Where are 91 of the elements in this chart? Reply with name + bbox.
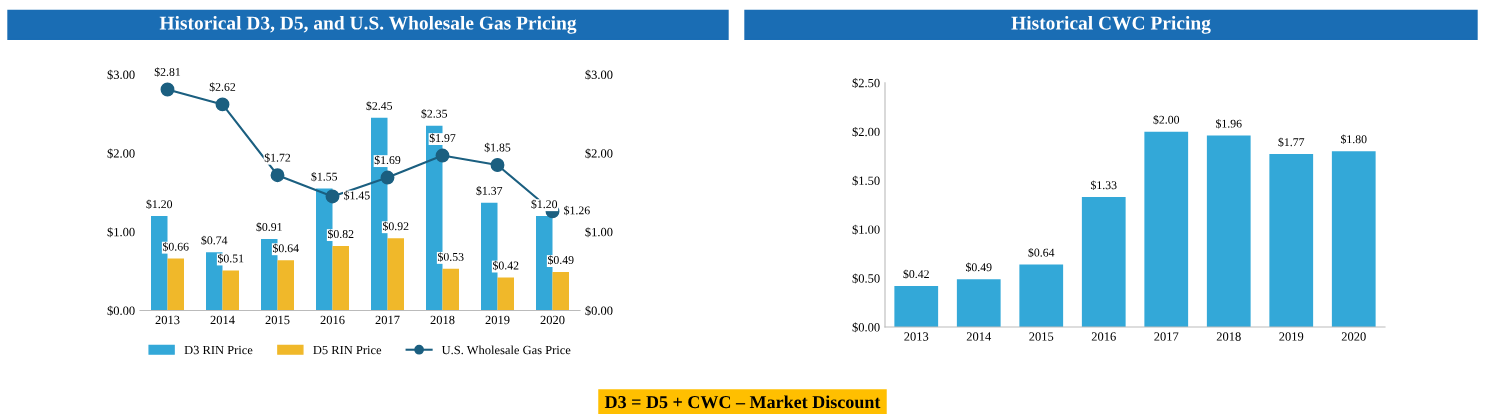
- data-label: $2.62: [209, 82, 236, 92]
- bar: [222, 270, 239, 311]
- bar: [1269, 154, 1314, 328]
- x-tick-label: 2018: [1216, 332, 1241, 341]
- bar: [1206, 135, 1251, 328]
- y-tick-label: $1.50: [852, 175, 880, 186]
- bar: [1019, 264, 1064, 328]
- data-label: $1.26: [564, 205, 590, 216]
- data-label: $0.42: [492, 260, 519, 271]
- bar: [956, 279, 1001, 328]
- legend-label: U.S. Wholesale Gas Price: [441, 345, 571, 355]
- data-label: $2.45: [366, 101, 393, 111]
- y2-tick-label: $0.00: [585, 305, 613, 316]
- data-label: $1.55: [311, 171, 338, 182]
- chart-title: Historical CWC Pricing: [1011, 15, 1211, 34]
- data-label: $1.69: [374, 155, 401, 165]
- y2-tick-label: $1.00: [585, 227, 613, 238]
- x-tick-label: 2016: [320, 315, 345, 325]
- bar: [1081, 197, 1126, 328]
- y-tick-label: $0.50: [852, 273, 880, 284]
- data-label: $0.51: [217, 253, 244, 264]
- data-label: $0.53: [437, 252, 464, 262]
- bar: [1331, 151, 1376, 328]
- bar: [894, 286, 939, 328]
- y-tick-label: $0.00: [852, 322, 880, 333]
- legend-label: D5 RIN Price: [313, 345, 382, 355]
- data-label: $0.49: [547, 255, 574, 265]
- data-label: $1.37: [476, 186, 503, 196]
- data-label: $1.77: [1278, 137, 1305, 147]
- data-label: $0.66: [162, 241, 189, 252]
- bar: [332, 246, 349, 311]
- data-label: $2.35: [421, 109, 448, 119]
- y-tick-label: $2.50: [852, 78, 880, 89]
- data-label: $1.80: [1340, 134, 1367, 145]
- data-label: $1.33: [1090, 180, 1117, 190]
- point: [380, 170, 395, 185]
- x-tick-label: 2013: [904, 332, 929, 341]
- bar: [1144, 131, 1189, 328]
- x-tick-label: 2017: [1154, 332, 1179, 341]
- x-tick-label: 2018: [430, 315, 455, 325]
- bar: [277, 260, 294, 311]
- x-tick-label: 2015: [1029, 332, 1054, 341]
- data-label: $2.00: [1153, 115, 1180, 125]
- point: [160, 82, 175, 97]
- x-tick-label: 2014: [966, 332, 992, 341]
- x-tick-label: 2016: [1091, 332, 1116, 341]
- x-tick-label: 2013: [155, 315, 180, 325]
- point: [325, 189, 340, 204]
- data-label: $0.49: [965, 262, 992, 273]
- y2-tick-label: $2.00: [585, 148, 613, 159]
- bar: [387, 238, 404, 311]
- data-label: $1.20: [531, 199, 558, 209]
- bar: [497, 277, 514, 311]
- bar: [167, 258, 184, 311]
- x-tick-label: 2020: [540, 315, 565, 325]
- data-label: $0.42: [903, 269, 929, 279]
- x-tick-label: 2017: [375, 315, 400, 325]
- x-tick-label: 2019: [1279, 332, 1304, 341]
- data-label: $0.91: [256, 222, 282, 232]
- data-label: $1.85: [484, 142, 511, 153]
- y-tick-label: $1.00: [852, 224, 880, 235]
- data-label: $0.82: [327, 229, 354, 239]
- y-tick-label: $1.00: [107, 227, 135, 238]
- point: [490, 158, 505, 172]
- x-tick-label: 2015: [265, 315, 290, 325]
- data-label: $2.81: [154, 67, 181, 77]
- point: [270, 168, 285, 183]
- y-tick-label: $0.00: [107, 305, 135, 316]
- legend-label: D3 RIN Price: [184, 345, 253, 355]
- data-label: $0.64: [272, 243, 299, 253]
- data-label: $0.64: [1028, 247, 1055, 258]
- y-tick-label: $2.00: [107, 148, 135, 159]
- data-label: $1.20: [146, 199, 173, 209]
- x-tick-label: 2014: [210, 315, 235, 325]
- data-label: $0.74: [201, 235, 228, 246]
- point: [435, 148, 450, 163]
- x-tick-label: 2020: [1341, 332, 1366, 341]
- text: D3 = D5 + CWC – Market Discount: [604, 395, 881, 409]
- chart-title: Historical D3, D5, and U.S. Wholesale Gas Pricing: [159, 15, 577, 34]
- point: [215, 97, 230, 112]
- y-tick-label: $3.00: [107, 69, 135, 80]
- bar: [552, 271, 569, 311]
- data-label: $1.72: [264, 153, 291, 163]
- data-label: $0.92: [382, 221, 409, 231]
- data-label: $1.97: [429, 133, 456, 143]
- y-tick-label: $2.00: [852, 126, 880, 137]
- y2-tick-label: $3.00: [585, 69, 613, 80]
- data-label: $1.45: [344, 190, 370, 201]
- x-tick-label: 2019: [485, 315, 510, 325]
- bar: [442, 268, 459, 311]
- data-label: $1.96: [1215, 118, 1242, 129]
